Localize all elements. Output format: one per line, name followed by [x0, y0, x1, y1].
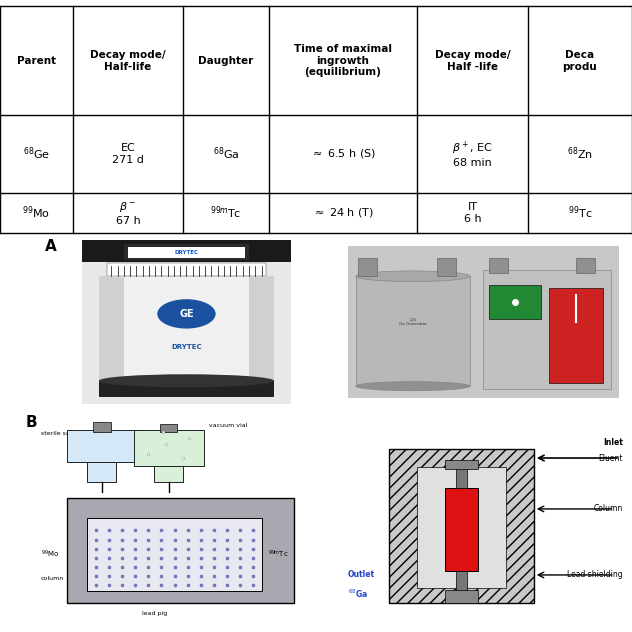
Text: $^{99m}$Tc: $^{99m}$Tc: [210, 205, 241, 221]
Text: $^{68}$Ge: $^{68}$Ge: [23, 145, 50, 162]
Text: $^{99}$Mo: $^{99}$Mo: [22, 205, 51, 221]
Text: Deca
produ: Deca produ: [562, 50, 597, 71]
Text: Time of maximal
ingrowth
(equilibrium): Time of maximal ingrowth (equilibrium): [294, 44, 392, 78]
Text: $^{68}$Ga: $^{68}$Ga: [212, 145, 240, 162]
Text: $\approx$ 6.5 h (S): $\approx$ 6.5 h (S): [310, 147, 376, 161]
Text: $\beta^+$, EC
68 min: $\beta^+$, EC 68 min: [452, 140, 493, 168]
Text: Daughter: Daughter: [198, 56, 253, 66]
Text: Decay mode/
Half -life: Decay mode/ Half -life: [435, 50, 510, 71]
Text: Decay mode/
Half-life: Decay mode/ Half-life: [90, 50, 166, 71]
Text: Parent: Parent: [17, 56, 56, 66]
Text: $^{99}$Tc: $^{99}$Tc: [568, 205, 592, 221]
Text: $\beta^-$
67 h: $\beta^-$ 67 h: [116, 200, 140, 226]
Text: B: B: [26, 415, 37, 430]
Text: $\approx$ 24 h (T): $\approx$ 24 h (T): [312, 207, 374, 219]
Text: A: A: [45, 239, 56, 253]
Text: IT
6 h: IT 6 h: [464, 202, 481, 224]
Text: $^{68}$Zn: $^{68}$Zn: [567, 145, 593, 162]
Text: EC
271 d: EC 271 d: [112, 143, 144, 165]
